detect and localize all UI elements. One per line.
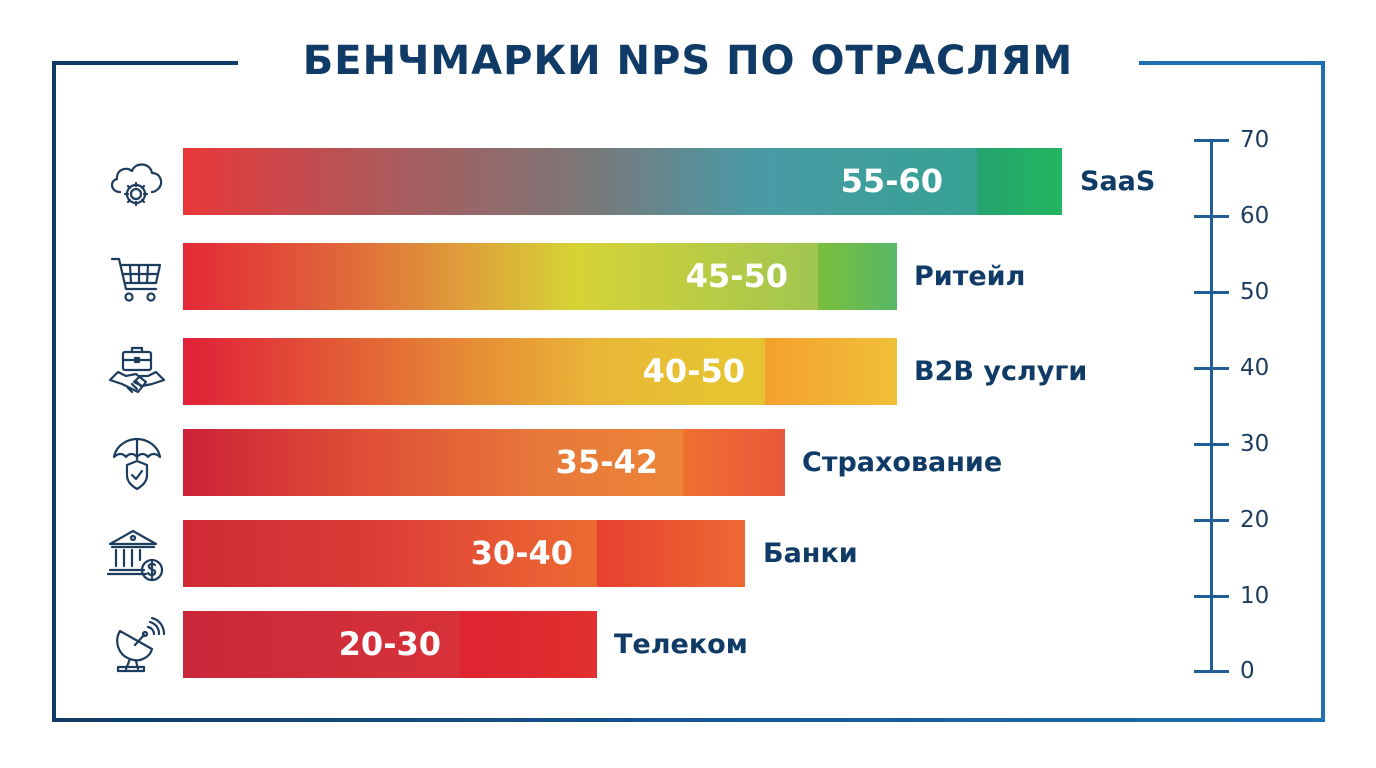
axis-tick [1194, 670, 1229, 673]
bar-row-b2b: 40-50 B2B услуги [0, 338, 1200, 405]
bar-value-b2b: 40-50 [642, 352, 745, 390]
bar-insurance-range [683, 429, 785, 496]
bar-saas: 55-60 [183, 148, 1062, 215]
bar-label-banks: Банки [763, 538, 858, 569]
bar-row-retail: 45-50 Ритейл [0, 243, 1200, 310]
axis-tick-label: 40 [1240, 355, 1270, 381]
bar-label-b2b: B2B услуги [914, 356, 1088, 387]
axis-tick [1194, 215, 1229, 218]
axis-tick [1194, 291, 1229, 294]
bar-b2b: 40-50 [183, 338, 897, 405]
bar-retail: 45-50 [183, 243, 897, 310]
bar-value-retail: 45-50 [685, 257, 788, 295]
axis-tick [1194, 595, 1229, 598]
axis-line [1210, 140, 1213, 672]
bar-label-insurance: Страхование [802, 447, 1003, 478]
bar-row-telecom: 20-30 Телеком [0, 611, 1200, 678]
frame-top-right-line [1139, 61, 1325, 65]
bar-insurance: 35-42 [183, 429, 785, 496]
bar-row-insurance: 35-42 Страхование [0, 429, 1200, 496]
bar-telecom-range [460, 611, 597, 678]
axis-tick [1194, 443, 1229, 446]
bar-retail-range [818, 243, 897, 310]
frame-left-line [52, 61, 56, 722]
shopping-cart-icon [106, 249, 168, 307]
axis-tick-label: 0 [1240, 658, 1255, 684]
bar-value-banks: 30-40 [470, 534, 573, 572]
axis-tick [1194, 367, 1229, 370]
frame-right-line [1321, 61, 1325, 722]
briefcase-handshake-icon [106, 344, 168, 402]
axis-tick-label: 20 [1240, 507, 1270, 533]
axis-tick-label: 10 [1240, 583, 1270, 609]
axis-tick-label: 60 [1240, 203, 1270, 229]
bar-telecom: 20-30 [183, 611, 597, 678]
bar-value-insurance: 35-42 [555, 443, 658, 481]
frame-top-left-line [52, 61, 238, 65]
axis-tick [1194, 139, 1229, 142]
bar-saas-range [977, 148, 1062, 215]
bar-b2b-range [765, 338, 897, 405]
axis-tick-label: 70 [1240, 127, 1270, 153]
umbrella-shield-icon [106, 435, 168, 493]
frame-bottom-line [52, 718, 1325, 722]
axis-tick [1194, 519, 1229, 522]
bar-value-telecom: 20-30 [338, 625, 441, 663]
bar-label-saas: SaaS [1080, 166, 1156, 197]
chart-title: БЕНЧМАРКИ NPS ПО ОТРАСЛЯМ [302, 38, 1074, 84]
bar-row-saas: 55-60 SaaS [0, 148, 1200, 215]
bar-row-banks: 30-40 Банки [0, 520, 1200, 587]
bar-label-retail: Ритейл [914, 261, 1026, 292]
bar-value-saas: 55-60 [840, 162, 943, 200]
cloud-gear-icon [106, 154, 168, 212]
bank-coin-icon [106, 526, 168, 584]
axis-tick-label: 30 [1240, 431, 1270, 457]
bar-banks-range [597, 520, 745, 587]
satellite-dish-icon [106, 616, 168, 675]
axis-tick-label: 50 [1240, 279, 1270, 305]
bar-label-telecom: Телеком [614, 629, 748, 660]
bar-banks: 30-40 [183, 520, 745, 587]
